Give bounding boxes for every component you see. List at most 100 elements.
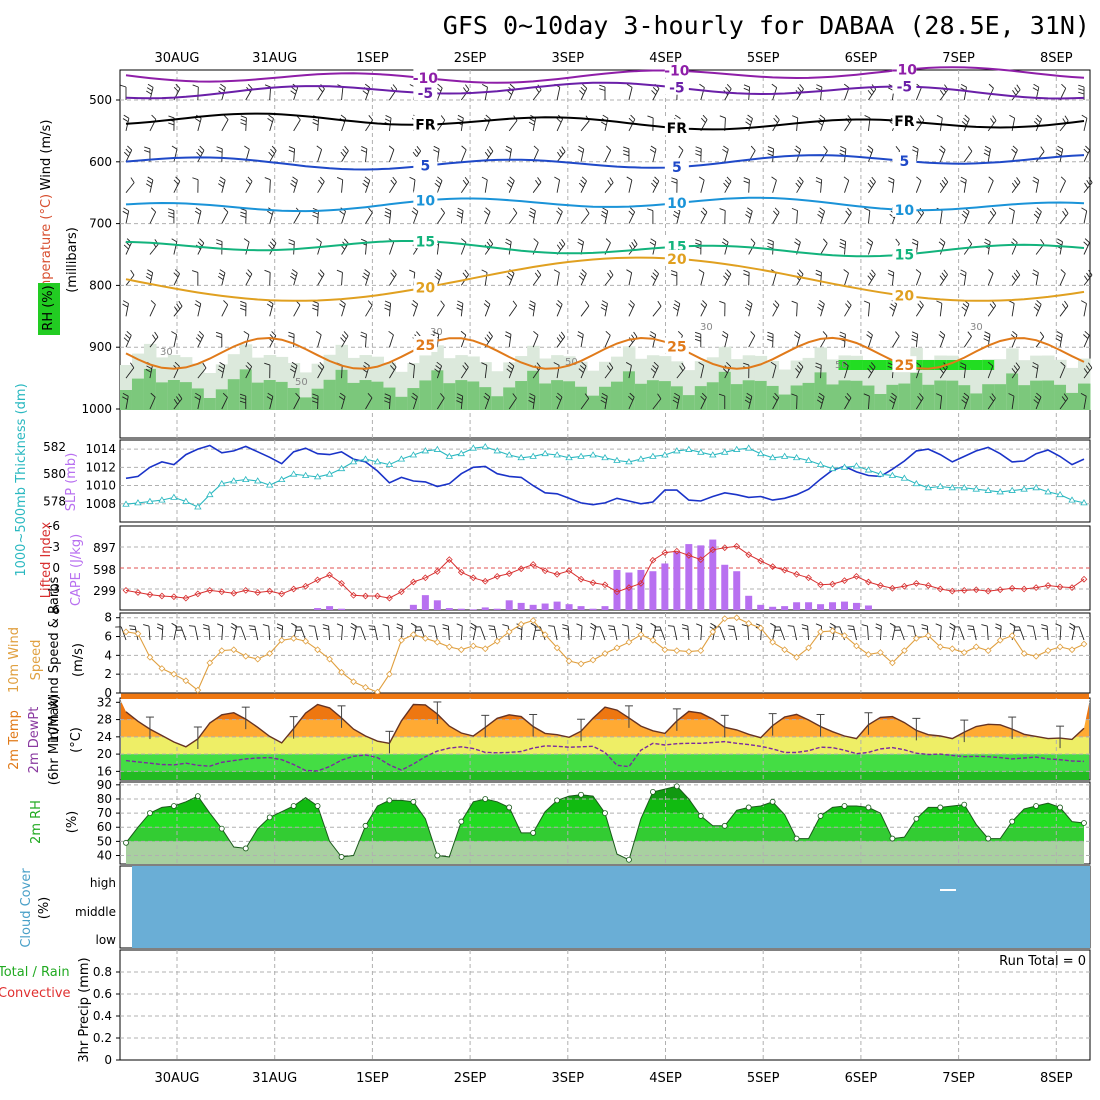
li-marker: [841, 577, 848, 584]
upper-wind-barb-flag: [1061, 83, 1067, 89]
cape-bar: [421, 595, 429, 610]
upper-wind-barb-flag: [343, 238, 349, 244]
upper-wind-barb-flag: [964, 114, 970, 120]
upper-wind-barb-flag: [312, 397, 319, 400]
tick-label: 0.6: [93, 987, 112, 1001]
upper-wind-barb-flag: [456, 393, 463, 397]
wind-marker: [877, 649, 884, 656]
upper-wind-barb-flag: [266, 303, 273, 308]
cape-bar: [529, 604, 537, 610]
upper-wind-barb-flag: [120, 84, 127, 88]
cape-bar: [493, 608, 501, 610]
upper-wind-barb-flag: [319, 362, 325, 368]
surface-wind-barb: [700, 626, 703, 641]
upper-wind-barb-flag: [488, 238, 494, 245]
upper-wind-barb-flag: [628, 210, 634, 216]
upper-wind-barb-flag: [295, 392, 301, 398]
upper-wind-barb-flag: [867, 182, 873, 188]
ylabel-wind-10m: 10m Wind: [7, 627, 22, 693]
upper-wind-barb-flag: [240, 307, 247, 311]
surface-wind-barb: [832, 626, 836, 641]
li-tick-label: 0: [52, 561, 60, 575]
upper-wind-barb-flag: [746, 300, 753, 305]
thickness-marker: [613, 456, 621, 463]
surface-wind-barb-flag: [489, 628, 496, 631]
thickness-marker: [685, 445, 693, 452]
upper-wind-barb-flag: [939, 90, 945, 96]
rh-cell-mid: [778, 394, 792, 410]
ylabel-rh: RH (%): [41, 285, 56, 330]
surface-wind-barb-flag: [815, 623, 822, 627]
upper-wind-barb-flag: [290, 275, 296, 281]
thickness-marker: [948, 484, 956, 491]
li-marker: [122, 587, 130, 594]
rh-cell-mid: [203, 397, 217, 410]
upper-wind-barb: [508, 305, 518, 317]
thickness-marker: [517, 453, 525, 461]
upper-wind-barb: [149, 396, 156, 410]
upper-wind-barb-flag: [342, 148, 347, 155]
upper-wind-barb-flag: [936, 114, 943, 119]
upper-wind-barb-flag: [409, 176, 416, 181]
rh-marker: [554, 797, 560, 804]
rh-marker: [338, 854, 345, 860]
upper-wind-barb-flag: [151, 207, 156, 213]
upper-wind-barb-flag: [629, 300, 635, 305]
surface-wind-barb-flag: [681, 624, 688, 627]
upper-wind-barb-flag: [798, 269, 804, 275]
upper-wind-barb-flag: [1014, 87, 1019, 93]
rh-marker: [769, 798, 776, 805]
upper-wind-barb: [987, 120, 997, 132]
li-marker: [350, 591, 357, 599]
surface-wind-barb-flag: [396, 626, 403, 630]
li-marker: [793, 570, 800, 578]
wind-marker: [386, 670, 393, 678]
rh-cell-mid: [131, 378, 145, 410]
rh-cell-mid: [395, 396, 408, 410]
upper-wind-barb-flag: [815, 362, 822, 366]
rh-cell-mid: [515, 381, 528, 410]
upper-wind-barb-flag: [194, 303, 201, 308]
upper-wind-barb-flag: [654, 176, 660, 182]
surface-wind-barb: [374, 626, 378, 641]
upper-wind-barb: [1035, 272, 1039, 286]
upper-wind-barb-flag: [557, 300, 563, 305]
li-marker: [817, 581, 824, 589]
rh-cell-mid: [1006, 373, 1019, 410]
upper-wind-barb-flag: [385, 207, 391, 212]
upper-wind-barb-flag: [146, 87, 153, 92]
tick-label: 60: [97, 820, 112, 834]
upper-wind-barb: [125, 182, 135, 193]
rh-marker: [482, 796, 489, 802]
upper-wind-barb: [436, 212, 445, 224]
tick-label: 32: [97, 695, 112, 709]
upper-wind-barb: [389, 303, 392, 317]
upper-wind-barb-flag: [312, 122, 319, 126]
upper-wind-barb-flag: [767, 153, 774, 157]
thickness-marker: [661, 451, 669, 458]
upper-wind-barb: [700, 397, 707, 410]
upper-wind-barb: [772, 397, 780, 410]
wind-marker: [278, 636, 286, 644]
upper-wind-barb-flag: [462, 365, 467, 371]
upper-wind-barb: [389, 334, 394, 348]
slp-tick-label: 1012: [85, 460, 116, 474]
upper-wind-barb-flag: [916, 176, 922, 181]
surface-wind-barb: [194, 626, 199, 641]
upper-wind-barb: [484, 396, 491, 410]
upper-wind-barb-flag: [815, 269, 822, 273]
upper-wind-barb-flag: [992, 115, 997, 121]
rh-cell-mid: [287, 388, 301, 410]
surface-wind-barb: [233, 626, 238, 641]
upper-wind-barb: [508, 180, 515, 193]
upper-wind-barb-flag: [171, 238, 178, 243]
surface-wind-barb: [314, 626, 319, 641]
upper-wind-barb: [460, 334, 467, 348]
rh-cell-mid: [431, 370, 444, 410]
upper-wind-barb-flag: [457, 300, 464, 304]
rh-cell-high: [862, 360, 875, 370]
wind-marker: [445, 643, 453, 651]
upper-wind-barb: [221, 211, 229, 224]
